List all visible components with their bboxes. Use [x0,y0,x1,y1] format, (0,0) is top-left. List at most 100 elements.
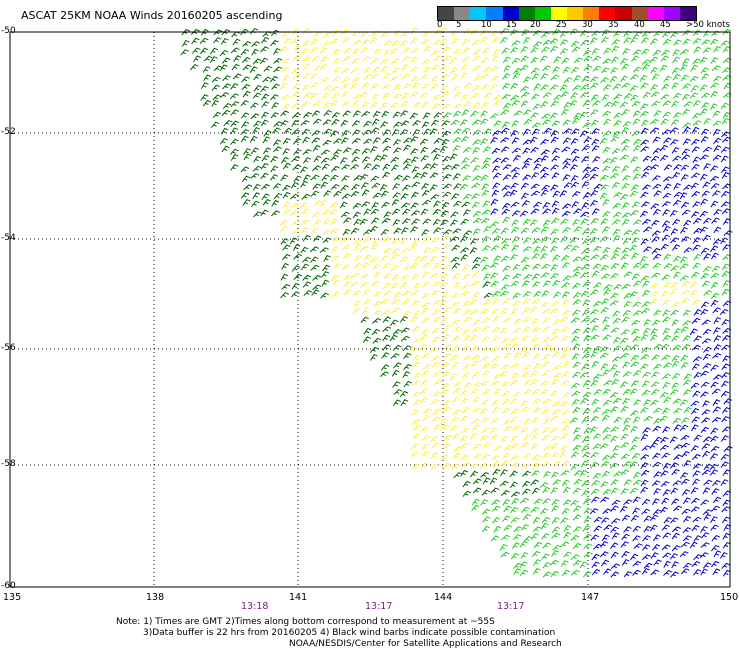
wind-barb [443,324,452,332]
wind-barb [531,487,540,495]
wind-barb [401,92,410,100]
wind-barb [490,198,499,206]
wind-barb [461,109,470,117]
wind-barb [510,46,519,54]
wind-barb [453,200,462,207]
wind-barb [520,427,529,434]
wind-barb [651,371,660,379]
legend-swatch [438,7,455,20]
wind-barb [389,75,399,82]
wind-barb [471,263,480,270]
wind-barb [310,264,320,271]
wind-barb [672,49,680,57]
wind-barb [700,136,709,143]
wind-barb [523,434,531,441]
wind-barb [409,226,419,233]
wind-barb [560,352,569,360]
wind-barb [680,49,690,55]
wind-barb [331,291,340,298]
wind-barb [603,101,613,108]
wind-barb [250,27,259,35]
wind-barb [420,334,429,341]
wind-barb [641,445,651,452]
wind-barb [622,371,632,378]
wind-barb [620,138,630,145]
wind-barb [462,147,472,154]
wind-barb [591,553,600,561]
wind-barb [363,254,372,261]
wind-barb [679,275,689,282]
wind-barb [253,84,262,92]
wind-barb [600,460,610,468]
wind-barb [562,275,572,282]
wind-barb [691,191,701,198]
wind-barb [630,514,639,522]
wind-barb [459,390,469,397]
wind-barb [633,471,641,479]
wind-barb [421,450,430,458]
wind-barb [490,272,499,280]
wind-barb [421,199,432,206]
wind-barb [703,217,712,225]
wind-barb [570,500,579,507]
wind-barb [282,184,291,192]
wind-barb [643,525,652,533]
wind-barb [560,560,569,567]
wind-barb [623,417,631,425]
wind-barb [681,297,690,305]
wind-barb [381,110,390,118]
wind-barb [441,424,450,432]
wind-barb [442,183,452,190]
wind-barb [629,388,638,396]
wind-barb [653,363,662,370]
wind-barb [422,363,432,371]
wind-barb [593,183,603,190]
wind-barb [610,262,620,270]
wind-barb [220,127,229,135]
wind-barb [681,450,690,458]
wind-barb [492,130,502,137]
wind-barb [612,445,621,453]
wind-barb [491,308,500,316]
wind-barb [531,298,541,305]
wind-barb [481,189,490,197]
wind-barb [510,491,520,498]
wind-barb [300,227,310,234]
wind-barb [573,292,582,299]
wind-barb [703,513,712,521]
wind-barb [623,526,632,533]
wind-barb [490,487,500,494]
wind-barb [611,532,620,540]
wind-barb [651,247,661,255]
wind-barb [380,190,389,198]
wind-barb [393,174,403,181]
wind-barb [640,103,649,110]
wind-barb [451,85,461,93]
wind-barb [550,570,559,578]
wind-barb [542,498,551,505]
wind-barb [210,121,220,129]
wind-barb [542,325,552,332]
wind-barb [293,137,302,145]
wind-barb [681,417,690,424]
wind-barb [329,208,338,216]
wind-barb [621,283,631,290]
wind-barb [561,507,570,515]
wind-barb [512,300,521,307]
wind-barb [520,346,529,353]
wind-barb [441,103,451,110]
wind-barb [382,73,391,80]
wind-barb [591,208,600,216]
wind-barb [300,180,308,188]
wind-barb [430,399,440,405]
wind-barb [332,67,342,74]
wind-barb [643,246,652,253]
wind-barb [490,136,498,144]
wind-barb [641,171,650,179]
wind-barb [642,535,651,542]
wind-barb [593,345,602,353]
wind-barb [653,471,662,478]
wind-barb [382,145,392,153]
wind-barb [650,328,659,336]
wind-barb [691,138,700,146]
